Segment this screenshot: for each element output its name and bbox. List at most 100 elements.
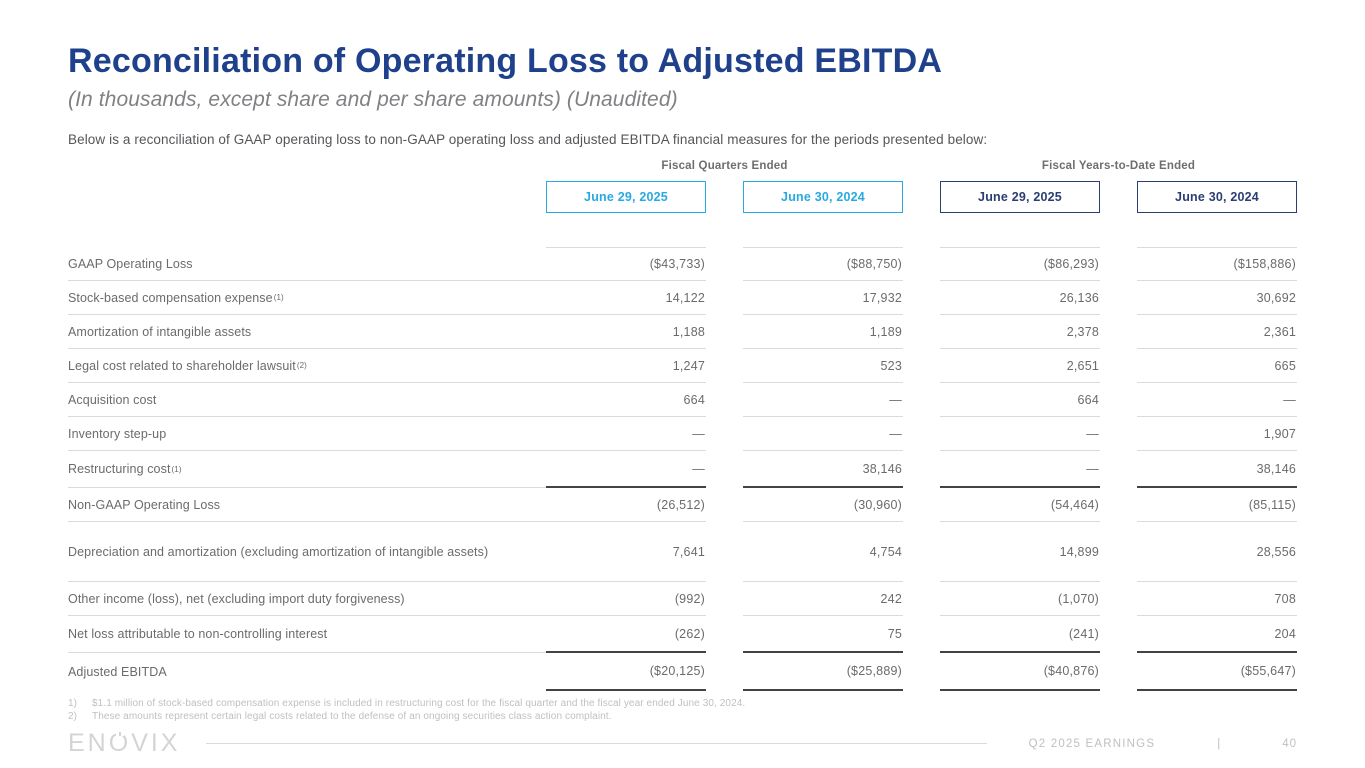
footnote-reference: (1)	[171, 464, 182, 474]
enovix-logo: en o vix	[68, 729, 181, 757]
table-rows: GAAP Operating Loss ($43,733) ($88,750) ($8…	[68, 247, 1297, 692]
row-label: Adjusted EBITDA	[68, 665, 167, 680]
row-label: Legal cost related to shareholder lawsui…	[68, 349, 546, 384]
row-value: —	[546, 451, 706, 489]
row-value: 26,136	[940, 281, 1100, 316]
table-row: Depreciation and amortization (excluding…	[68, 522, 1297, 583]
footnote-number: 1)	[68, 698, 78, 710]
row-value: ($20,125)	[546, 653, 706, 692]
row-value: ($88,750)	[743, 247, 903, 282]
group-header-fiscal-quarters: Fiscal Quarters Ended	[661, 160, 788, 173]
footer-presentation-label: Q2 2025 EARNINGS	[1028, 737, 1156, 750]
row-value: (26,512)	[546, 488, 706, 523]
column-header-q-june-30-2024: June 30, 2024	[743, 181, 903, 214]
row-value: ($40,876)	[940, 653, 1100, 692]
row-value: 664	[940, 383, 1100, 418]
footnote-text: $1.1 million of stock-based compensation…	[92, 698, 746, 710]
column-header-ytd-june-30-2024: June 30, 2024	[1137, 181, 1297, 214]
row-label: Acquisition cost	[68, 383, 546, 418]
row-value: (1,070)	[940, 582, 1100, 617]
table-row: Other income (loss), net (excluding impo…	[68, 582, 1297, 617]
footnote-text: These amounts represent certain legal co…	[92, 710, 612, 722]
row-value: 17,932	[743, 281, 903, 316]
row-value: 204	[1137, 616, 1297, 654]
page-title: Reconciliation of Operating Loss to Adju…	[68, 42, 943, 80]
row-value: 2,361	[1137, 315, 1297, 350]
row-value: 14,899	[940, 522, 1100, 583]
table-row: Legal cost related to shareholder lawsui…	[68, 349, 1297, 384]
column-header-q-june-29-2025: June 29, 2025	[546, 181, 706, 214]
table-row: Adjusted EBITDA ($20,125) ($25,889) ($40,87…	[68, 653, 1297, 692]
footnote-2: 2) These amounts represent certain legal…	[68, 711, 1297, 724]
row-value: 38,146	[1137, 451, 1297, 489]
row-value: 665	[1137, 349, 1297, 384]
page-number: 40	[1282, 737, 1297, 750]
row-value: 4,754	[743, 522, 903, 583]
page-subtitle: (In thousands, except share and per shar…	[68, 88, 678, 112]
row-value: 75	[743, 616, 903, 654]
row-value: 30,692	[1137, 281, 1297, 316]
row-value: ($55,647)	[1137, 653, 1297, 692]
column-group-header-row: Fiscal Quarters Ended Fiscal Years-to-Da…	[68, 160, 1297, 172]
row-value: —	[1137, 383, 1297, 418]
row-value: 708	[1137, 582, 1297, 617]
row-value: —	[743, 417, 903, 452]
row-value: —	[940, 417, 1100, 452]
slide-footer: en o vix Q2 2025 EARNINGS | 40	[68, 731, 1297, 756]
row-label: Non-GAAP Operating Loss	[68, 488, 546, 523]
row-value: 7,641	[546, 522, 706, 583]
footer-divider-line	[206, 743, 987, 744]
row-value: 1,247	[546, 349, 706, 384]
group-header-fiscal-ytd: Fiscal Years-to-Date Ended	[1041, 160, 1196, 173]
footnote-1: 1) $1.1 million of stock-based compensat…	[68, 698, 1297, 711]
intro-text: Below is a reconciliation of GAAP operat…	[68, 132, 988, 148]
row-value: (992)	[546, 582, 706, 617]
row-value: 1,189	[743, 315, 903, 350]
row-value: —	[546, 417, 706, 452]
footnote-number: 2)	[68, 710, 78, 722]
row-value: 28,556	[1137, 522, 1297, 583]
row-value: ($158,886)	[1137, 247, 1297, 282]
row-value: 664	[546, 383, 706, 418]
table-row: Stock-based compensation expense (1) 14,12…	[68, 281, 1297, 316]
footnotes: 1) $1.1 million of stock-based compensat…	[68, 698, 1297, 723]
row-value: ($25,889)	[743, 653, 903, 692]
row-value: —	[743, 383, 903, 418]
row-label: Net loss attributable to non-controlling…	[68, 616, 546, 654]
row-label: Restructuring cost (1)	[68, 451, 546, 489]
row-value: 523	[743, 349, 903, 384]
row-value: (262)	[546, 616, 706, 654]
logo-o-battery-mark: o	[108, 729, 132, 757]
column-header-ytd-june-29-2025: June 29, 2025	[940, 181, 1100, 214]
table-row: Inventory step-up — — —1,907	[68, 417, 1297, 452]
footer-separator: |	[1217, 737, 1221, 750]
row-value: 1,907	[1137, 417, 1297, 452]
reconciliation-table: Fiscal Quarters Ended Fiscal Years-to-Da…	[68, 160, 1297, 692]
table-row: Net loss attributable to non-controlling…	[68, 616, 1297, 654]
row-value: 242	[743, 582, 903, 617]
row-value: (54,464)	[940, 488, 1100, 523]
row-value: (85,115)	[1137, 488, 1297, 523]
row-value: —	[940, 451, 1100, 489]
table-row: Non-GAAP Operating Loss (26,512) (30,960) (…	[68, 488, 1297, 523]
table-row: Acquisition cost 664—664—	[68, 383, 1297, 418]
row-value: 14,122	[546, 281, 706, 316]
row-label: Stock-based compensation expense (1)	[68, 281, 546, 316]
table-row: Amortization of intangible assets 1,188 1,…	[68, 315, 1297, 350]
row-label: Other income (loss), net (excluding impo…	[68, 582, 546, 617]
row-value: 2,378	[940, 315, 1100, 350]
row-label: Amortization of intangible assets	[68, 315, 546, 350]
row-value: 38,146	[743, 451, 903, 489]
column-header-row: June 29, 2025 June 30, 2024 June 29, 202…	[68, 181, 1297, 214]
row-value: ($43,733)	[546, 247, 706, 282]
row-label: Inventory step-up	[68, 417, 546, 452]
row-value: ($86,293)	[940, 247, 1100, 282]
row-label: Depreciation and amortization (excluding…	[68, 522, 546, 583]
footnote-reference: (2)	[296, 361, 307, 371]
table-row: Restructuring cost (1) —38,146—38,146	[68, 451, 1297, 489]
table-row: GAAP Operating Loss ($43,733) ($88,750) ($8…	[68, 247, 1297, 282]
row-value: (30,960)	[743, 488, 903, 523]
row-value: 2,651	[940, 349, 1100, 384]
row-value: (241)	[940, 616, 1100, 654]
